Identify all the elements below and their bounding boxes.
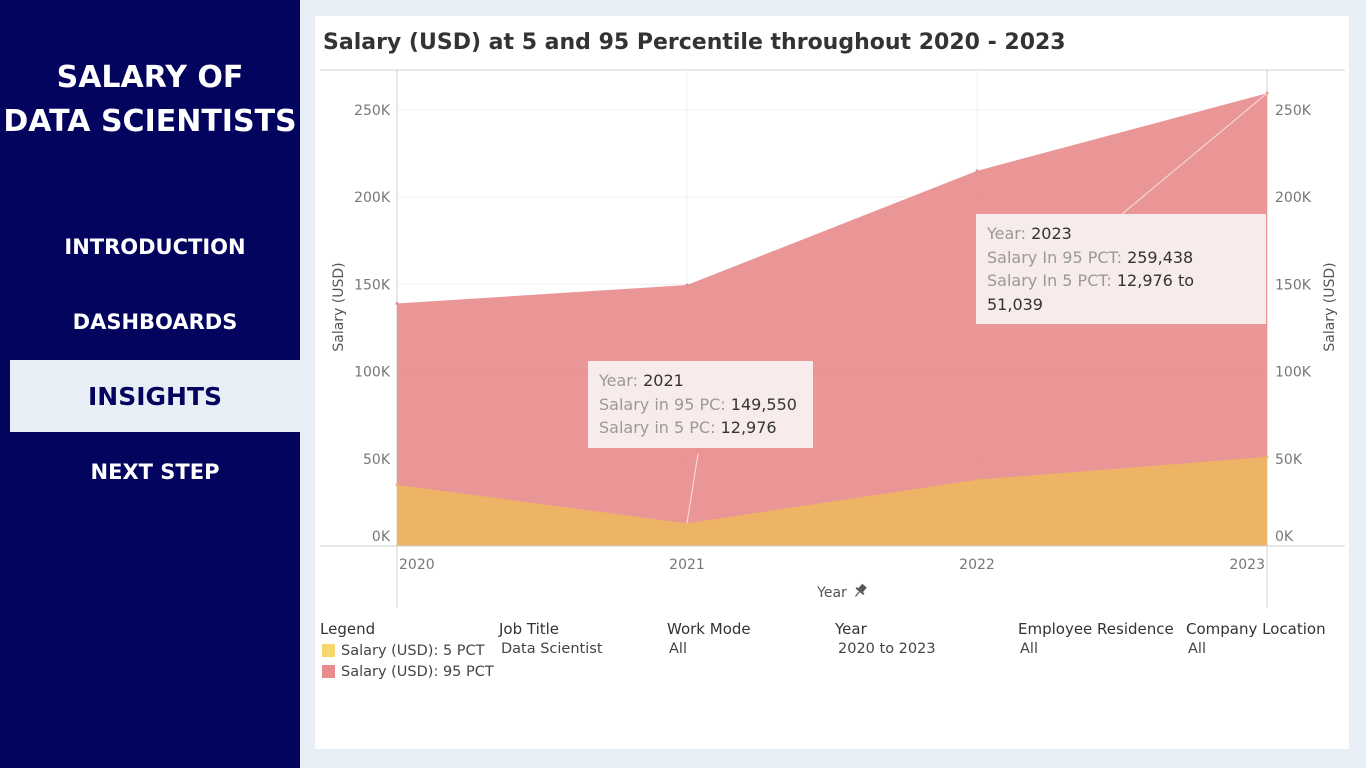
nav-next-step-label: NEXT STEP: [90, 460, 220, 484]
app-title-line1: SALARY OF: [56, 60, 244, 95]
point-95pct-2022: [975, 169, 979, 173]
tooltip-2021-5-value: 12,976: [720, 418, 777, 437]
tooltip-2021-year: 2021: [643, 371, 684, 390]
y-tick-left-250K: 250K: [354, 103, 391, 119]
y-axis-title-right: Salary (USD): [1322, 262, 1338, 351]
y-tick-left-150K: 150K: [354, 277, 391, 293]
tooltip-2021-95-label: Salary in 95 PC:: [599, 394, 726, 414]
y-tick-right-150K: 150K: [1275, 277, 1312, 293]
y-axis-title-left: Salary (USD): [331, 262, 347, 351]
legend-label-5pct: Salary (USD): 5 PCT: [341, 642, 485, 659]
y-tick-left-200K: 200K: [354, 190, 391, 206]
filter-employee-residence-value[interactable]: All: [1020, 641, 1038, 657]
y-tick-right-250K: 250K: [1275, 103, 1312, 119]
filter-company-location-label: Company Location: [1186, 620, 1326, 638]
y-tick-right-100K: 100K: [1275, 365, 1312, 381]
tooltip-2023: Year: 2023 Salary In 95 PCT: 259,438 Sal…: [976, 214, 1266, 324]
y-tick-left-100K: 100K: [354, 365, 391, 381]
legend-swatch-5pct: [322, 644, 335, 657]
filter-company-location-value[interactable]: All: [1188, 641, 1206, 657]
sidebar: SALARY OF DATA SCIENTISTS INTRODUCTION D…: [0, 0, 300, 768]
tooltip-2023-leader: [1121, 92, 1268, 215]
x-axis-title: Year: [816, 585, 847, 601]
x-tick-2022: 2022: [959, 557, 995, 573]
tooltip-2023-5-label: Salary In 5 PCT:: [987, 271, 1112, 290]
y-tick-right-0K: 0K: [1275, 529, 1294, 545]
filter-year[interactable]: Year 2020 to 2023: [835, 620, 936, 657]
filter-company-location[interactable]: Company Location All: [1186, 620, 1326, 657]
app-title-line2: DATA SCIENTISTS: [3, 104, 297, 139]
point-95pct-2021: [685, 283, 689, 287]
chart-title: Salary (USD) at 5 and 95 Percentile thro…: [323, 30, 1066, 55]
legend-swatch-95pct: [322, 665, 335, 678]
x-tick-2023: 2023: [1229, 557, 1265, 573]
point-5pct-2022: [975, 478, 979, 482]
nav-dashboards-label: DASHBOARDS: [72, 310, 238, 334]
app-title: SALARY OF DATA SCIENTISTS: [0, 56, 300, 144]
legend-title: Legend: [320, 620, 376, 638]
filter-work-mode-label: Work Mode: [667, 620, 751, 638]
x-tick-2021: 2021: [669, 557, 705, 573]
filter-employee-residence[interactable]: Employee Residence All: [1018, 620, 1174, 657]
tooltip-2023-95-value: 259,438: [1127, 247, 1194, 267]
x-tick-2020: 2020: [399, 557, 435, 573]
point-5pct-2023: [1265, 455, 1269, 459]
nav-insights-label: INSIGHTS: [87, 381, 223, 411]
legend-label-95pct: Salary (USD): 95 PCT: [341, 663, 494, 680]
tooltip-2023-95-label: Salary In 95 PCT:: [987, 247, 1122, 267]
tooltip-2023-year-label: Year:: [987, 224, 1026, 243]
filter-year-value[interactable]: 2020 to 2023: [838, 641, 936, 657]
tooltip-2021-95-value: 149,550: [730, 394, 797, 414]
tooltip-2021-year-label: Year:: [599, 371, 638, 390]
filter-year-label: Year: [835, 620, 867, 638]
nav-introduction-label: INTRODUCTION: [64, 235, 246, 259]
tooltip-2023-5-value: 12,976 to 51,039: [987, 271, 1195, 314]
nav-dashboards[interactable]: DASHBOARDS: [10, 286, 300, 358]
pin-icon[interactable]: [852, 582, 869, 599]
filter-job-title-label: Job Title: [499, 620, 560, 638]
point-95pct-2020: [395, 301, 399, 305]
legend: Legend Salary (USD): 5 PCT Salary (USD):…: [320, 620, 494, 682]
tooltip-2021-5-label: Salary in 5 PC:: [599, 418, 716, 437]
y-tick-right-50K: 50K: [1275, 452, 1303, 468]
tooltip-2021-leader: [686, 453, 699, 524]
tooltip-2021: Year: 2021 Salary in 95 PC: 149,550 Sala…: [588, 361, 813, 448]
filter-work-mode-value[interactable]: All: [669, 641, 687, 657]
y-tick-right-200K: 200K: [1275, 190, 1312, 206]
nav-next-step[interactable]: NEXT STEP: [10, 436, 300, 508]
filter-job-title[interactable]: Job Title Data Scientist: [499, 620, 603, 657]
y-tick-left-0K: 0K: [372, 529, 391, 545]
area-5pct: [397, 456, 1267, 546]
legend-item-95pct[interactable]: Salary (USD): 95 PCT: [320, 661, 494, 682]
filter-employee-residence-label: Employee Residence: [1018, 620, 1174, 638]
filter-work-mode[interactable]: Work Mode All: [667, 620, 751, 657]
y-tick-left-50K: 50K: [363, 452, 391, 468]
nav-introduction[interactable]: INTRODUCTION: [10, 211, 300, 283]
nav-insights[interactable]: INSIGHTS: [10, 360, 300, 432]
filter-job-title-value[interactable]: Data Scientist: [501, 641, 603, 657]
tooltip-2023-year: 2023: [1031, 224, 1072, 243]
point-5pct-2020: [395, 483, 399, 487]
legend-item-5pct[interactable]: Salary (USD): 5 PCT: [320, 640, 494, 661]
